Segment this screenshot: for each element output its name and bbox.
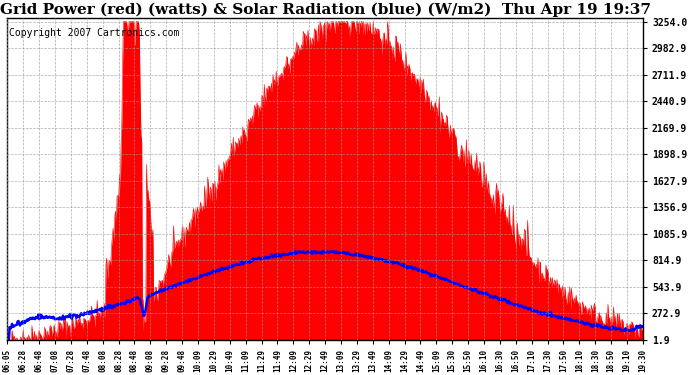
Title: Grid Power (red) (watts) & Solar Radiation (blue) (W/m2)  Thu Apr 19 19:37: Grid Power (red) (watts) & Solar Radiati… [0, 3, 651, 17]
Text: Copyright 2007 Cartronics.com: Copyright 2007 Cartronics.com [8, 28, 179, 38]
